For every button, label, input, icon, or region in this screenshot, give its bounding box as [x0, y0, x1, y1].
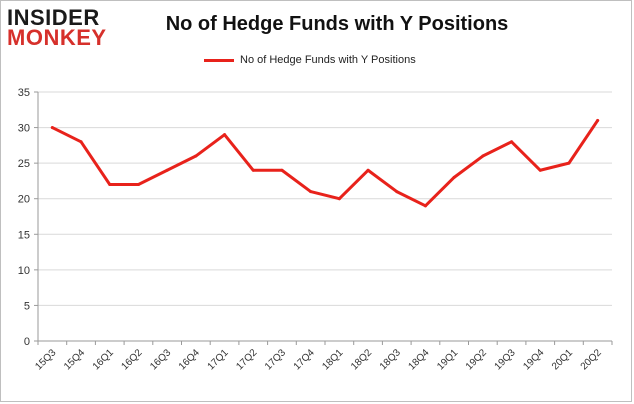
- data-point: [136, 182, 140, 186]
- chart-legend: No of Hedge Funds with Y Positions: [204, 54, 416, 66]
- data-point: [366, 168, 370, 172]
- data-point: [567, 161, 571, 165]
- x-tick-label: 19Q3: [493, 347, 518, 372]
- x-tick-label: 18Q1: [320, 347, 345, 372]
- data-point: [510, 140, 514, 144]
- data-point: [165, 168, 169, 172]
- x-tick-label: 15Q4: [62, 347, 87, 372]
- y-tick-label: 35: [18, 87, 30, 99]
- data-point: [108, 182, 112, 186]
- y-tick-label: 20: [18, 194, 30, 206]
- x-tick-label: 15Q3: [33, 347, 58, 372]
- data-point: [481, 154, 485, 158]
- y-tick-label: 15: [18, 229, 30, 241]
- x-tick-label: 20Q1: [550, 347, 575, 372]
- x-tick-label: 19Q4: [521, 347, 546, 372]
- x-tick-label: 18Q4: [406, 347, 431, 372]
- data-point: [395, 190, 399, 194]
- data-point: [337, 197, 341, 201]
- y-tick-label: 25: [18, 158, 30, 170]
- x-tick-label: 17Q2: [234, 347, 259, 372]
- x-tick-label: 18Q2: [349, 347, 374, 372]
- y-tick-label: 5: [24, 300, 30, 312]
- y-tick-label: 0: [24, 336, 30, 348]
- x-tick-label: 16Q2: [119, 347, 144, 372]
- logo-line-1: INSIDER: [7, 5, 100, 30]
- x-tick-label: 16Q4: [177, 347, 202, 372]
- data-point: [79, 140, 83, 144]
- legend-label: No of Hedge Funds with Y Positions: [240, 54, 416, 66]
- x-tick-label: 19Q2: [464, 347, 489, 372]
- data-point: [452, 175, 456, 179]
- x-tick-label: 17Q3: [263, 347, 288, 372]
- x-tick-label: 16Q1: [91, 347, 116, 372]
- series-line: [50, 118, 600, 208]
- data-point: [50, 126, 54, 130]
- x-tick-label: 20Q2: [579, 347, 604, 372]
- insider-monkey-logo: INSIDER MONKEY: [7, 7, 119, 49]
- x-tick-label: 18Q3: [378, 347, 403, 372]
- x-tick-label: 19Q1: [435, 347, 460, 372]
- data-point: [194, 154, 198, 158]
- x-tick-label: 16Q3: [148, 347, 173, 372]
- y-tick-label: 30: [18, 123, 30, 135]
- data-point: [280, 168, 284, 172]
- data-point: [538, 168, 542, 172]
- data-point: [309, 190, 313, 194]
- data-point: [423, 204, 427, 208]
- y-tick-label: 10: [18, 265, 30, 277]
- logo-line-2: MONKEY: [7, 25, 107, 50]
- data-point: [223, 133, 227, 137]
- x-tick-label: 17Q4: [292, 347, 317, 372]
- legend-swatch: [204, 58, 234, 62]
- data-point: [251, 168, 255, 172]
- chart-title: No of Hedge Funds with Y Positions: [165, 13, 509, 35]
- data-point: [596, 118, 600, 122]
- x-tick-label: 17Q1: [206, 347, 231, 372]
